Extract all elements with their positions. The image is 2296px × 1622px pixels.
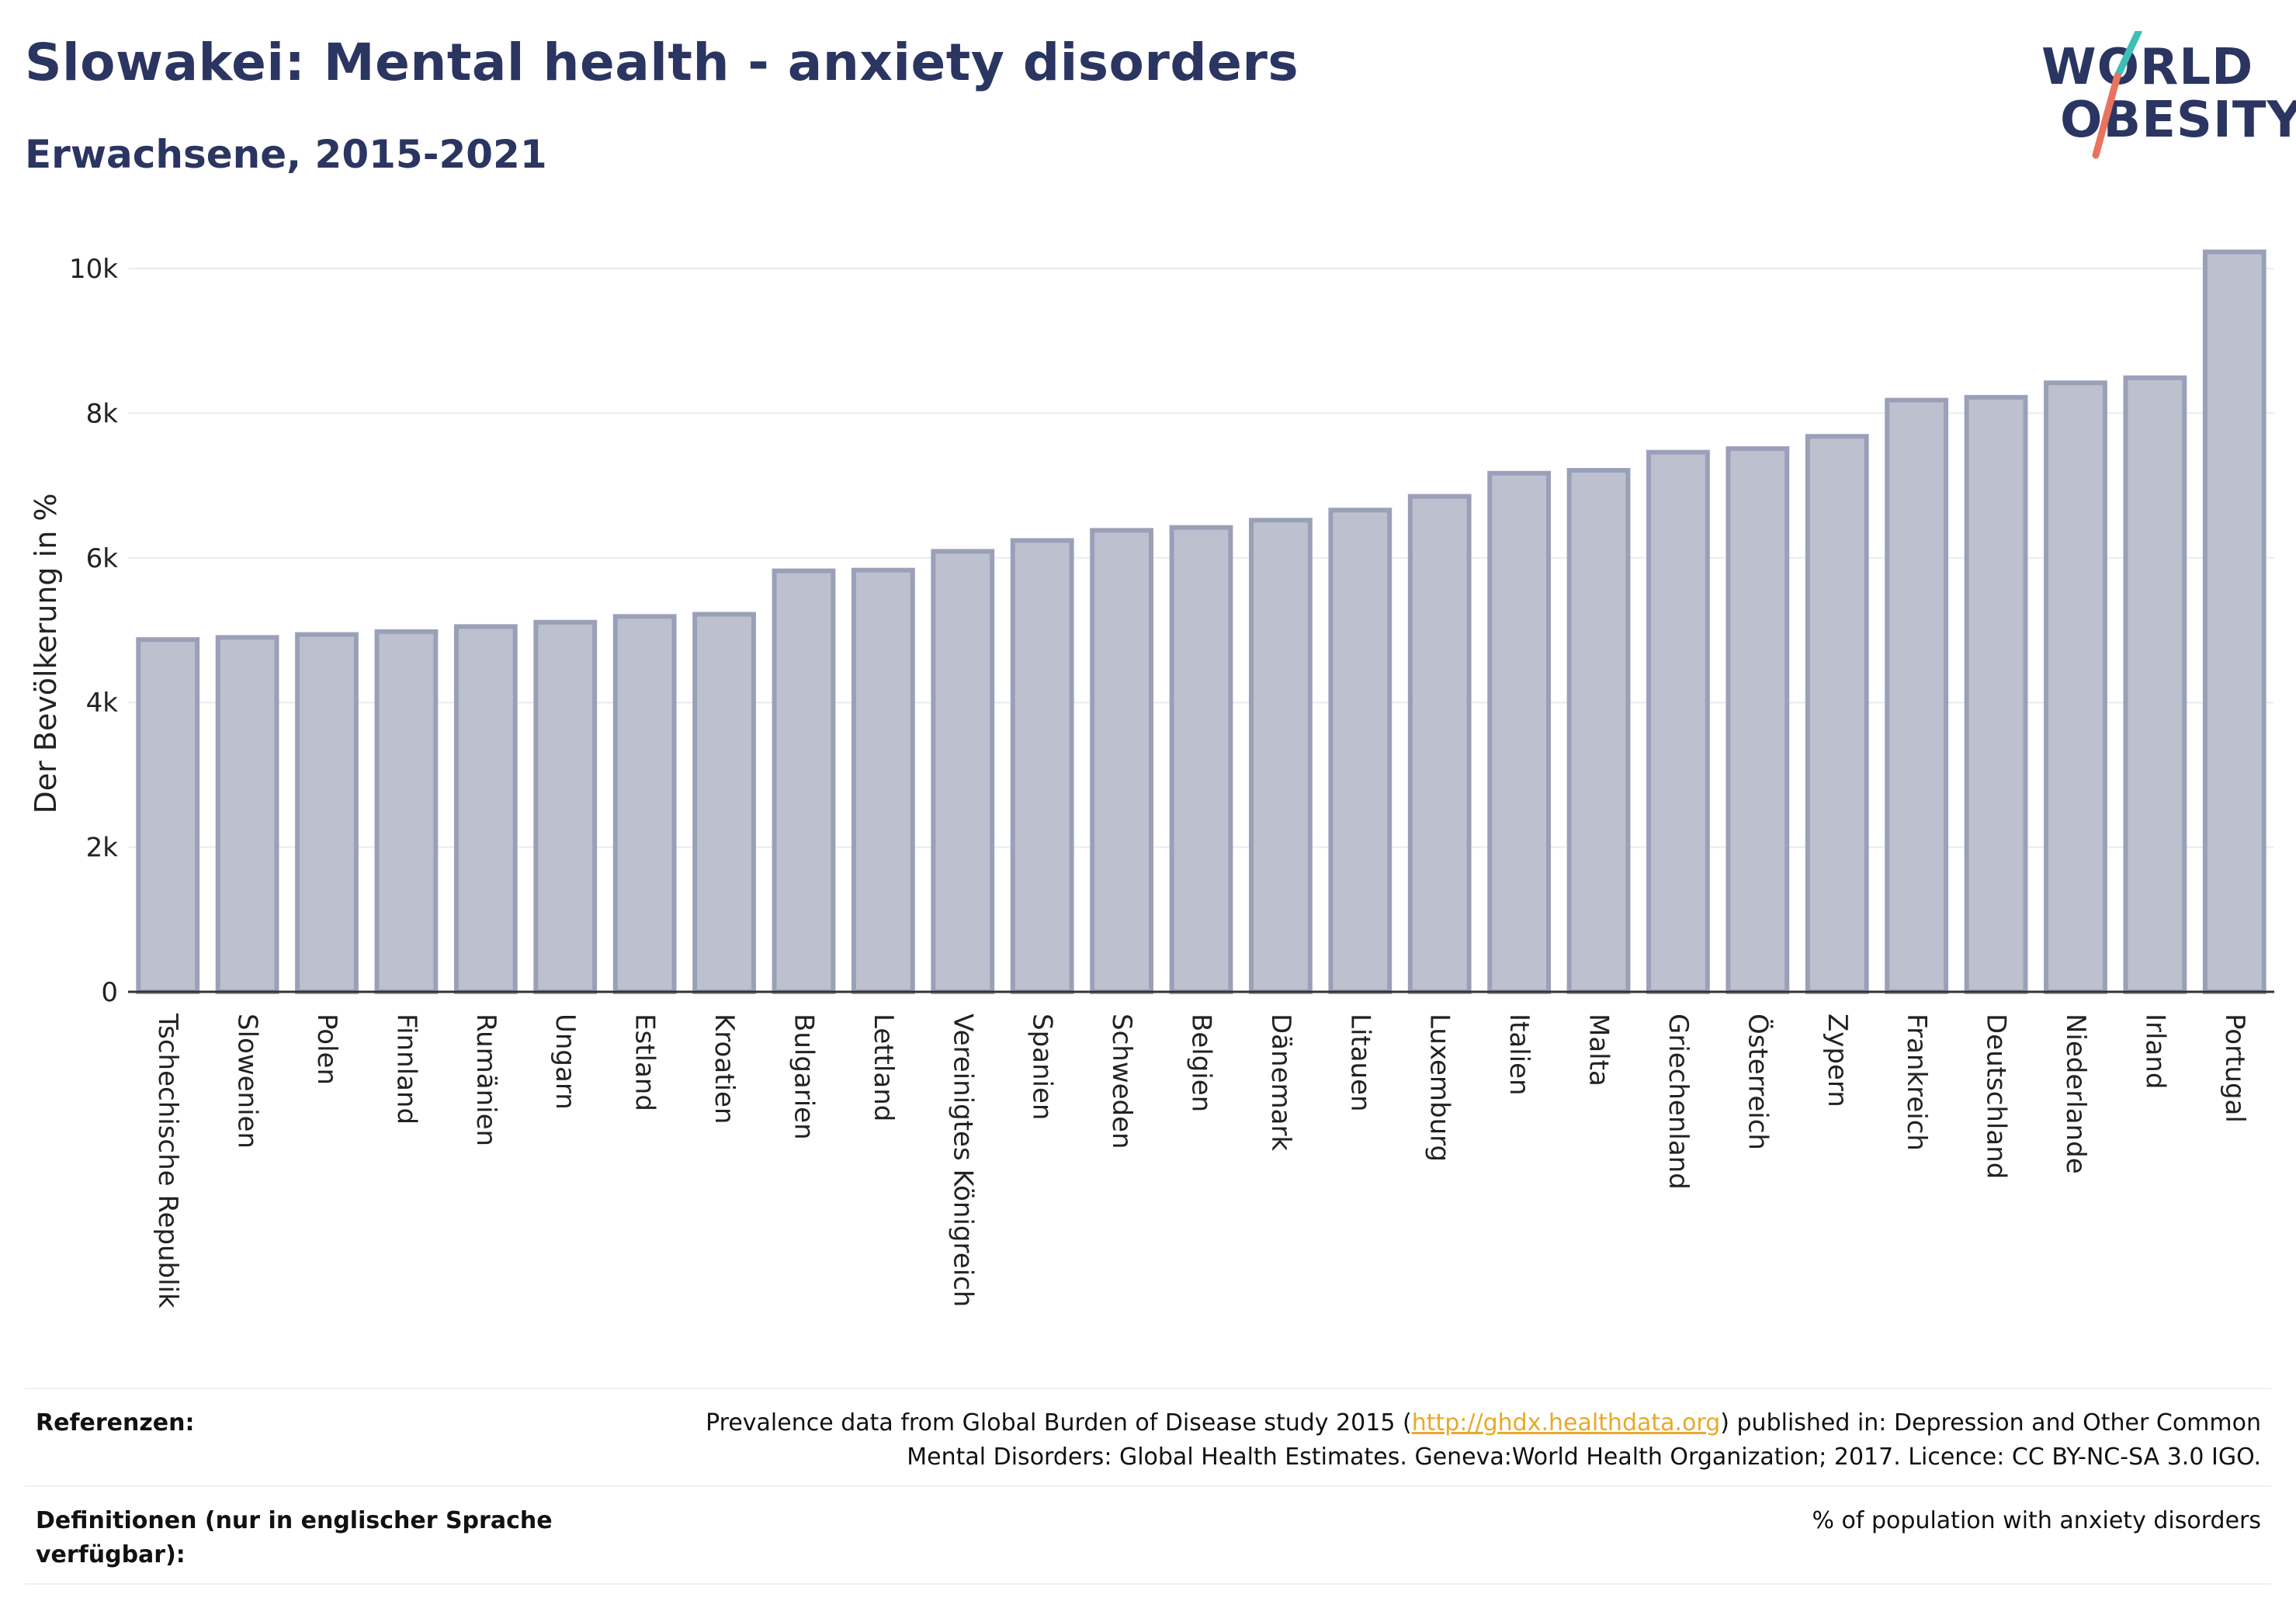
bar xyxy=(1407,494,1472,994)
bar xyxy=(1964,394,2028,994)
x-tick-label: Italien xyxy=(1503,1014,1535,1096)
references-text: Prevalence data from Global Burden of Di… xyxy=(706,1406,2261,1475)
x-tick-label: Zypern xyxy=(1822,1014,1853,1107)
x-tick-label: Belgien xyxy=(1186,1014,1217,1112)
footer-divider-bottom xyxy=(25,1583,2271,1585)
y-tick-label: 2k xyxy=(86,833,119,864)
x-tick-label: Schweden xyxy=(1106,1014,1137,1149)
y-axis-label: Der Bevölkerung in % xyxy=(29,494,63,814)
definitions-text: % of population with anxiety disorders xyxy=(1812,1507,2261,1534)
references-label: Referenzen: xyxy=(36,1409,195,1437)
y-tick-label: 8k xyxy=(86,398,119,429)
bar xyxy=(295,632,359,994)
bar xyxy=(1090,528,1153,995)
x-tick-label: Portugal xyxy=(2219,1014,2250,1123)
bar xyxy=(374,629,439,994)
bar xyxy=(1805,434,1869,994)
x-tick-label: Kroatien xyxy=(709,1014,740,1124)
x-tick-label: Polen xyxy=(311,1014,342,1085)
x-tick-label: Litauen xyxy=(1344,1014,1375,1112)
definitions-label: Definitionen (nur in englischer Sprache … xyxy=(36,1504,553,1572)
bar xyxy=(1885,397,1949,994)
x-tick-label: Frankreich xyxy=(1901,1014,1932,1151)
y-tick-label: 0 xyxy=(101,977,118,1008)
bar xyxy=(692,612,756,994)
bar xyxy=(453,624,518,995)
footer-divider-middle xyxy=(25,1485,2271,1487)
x-tick-label: Irland xyxy=(2139,1014,2170,1089)
x-tick-label: Rumänien xyxy=(470,1014,501,1146)
chart-subtitle: Erwachsene, 2015-2021 xyxy=(25,132,547,177)
bar xyxy=(851,567,915,995)
chart-title: Slowakei: Mental health - anxiety disord… xyxy=(25,33,1299,92)
x-tick-label: Malta xyxy=(1583,1014,1614,1087)
x-tick-label: Bulgarien xyxy=(788,1014,819,1140)
x-tick-label: Deutschland xyxy=(1981,1014,2012,1179)
x-tick-label: Vereinigtes Königreich xyxy=(947,1014,978,1307)
y-tick-label: 4k xyxy=(86,688,119,719)
bar xyxy=(931,549,995,994)
bar xyxy=(2044,380,2107,995)
x-tick-label: Luxemburg xyxy=(1424,1014,1455,1162)
bar xyxy=(1169,525,1233,994)
y-tick-label: 10k xyxy=(69,254,118,285)
x-tick-label: Spanien xyxy=(1027,1014,1058,1120)
x-tick-label: Ungarn xyxy=(550,1014,581,1110)
bar xyxy=(772,568,836,994)
x-tick-label: Österreich xyxy=(1742,1014,1774,1150)
logo-slash-icon xyxy=(2092,31,2142,159)
definitions-label-line1: Definitionen (nur in englischer Sprache xyxy=(36,1507,553,1534)
x-tick-label: Estland xyxy=(629,1014,661,1111)
x-tick-label: Niederlande xyxy=(2060,1014,2091,1174)
references-text-pre: Prevalence data from Global Burden of Di… xyxy=(706,1409,1412,1437)
x-tick-label: Slowenien xyxy=(232,1014,263,1149)
bar xyxy=(1725,446,1790,994)
bar xyxy=(612,614,677,994)
bar xyxy=(1010,538,1074,994)
bar xyxy=(1487,470,1552,995)
bar xyxy=(215,635,279,994)
logo-line-1: WORLD xyxy=(2041,39,2254,96)
x-tick-label: Tschechische Republik xyxy=(152,1013,183,1308)
bar xyxy=(533,619,598,994)
references-text-post: ) published in: Depression and Other Com… xyxy=(1720,1409,2261,1437)
bar xyxy=(136,637,200,995)
x-tick-label: Dänemark xyxy=(1265,1014,1296,1151)
definitions-label-line2: verfügbar): xyxy=(36,1541,186,1568)
x-tick-label: Lettland xyxy=(868,1014,899,1121)
references-link[interactable]: http://ghdx.healthdata.org xyxy=(1411,1409,1721,1437)
x-tick-label: Griechenland xyxy=(1663,1014,1694,1190)
footer-divider-top xyxy=(25,1388,2271,1389)
bar xyxy=(2202,249,2267,994)
x-tick-label: Finnland xyxy=(390,1014,421,1125)
bar xyxy=(2123,375,2187,994)
bar-chart: 0 2k 4k 6k 8k 10k Der Bevölkerung in % Tschechi… xyxy=(29,249,2274,1308)
bar xyxy=(1566,468,1631,994)
world-obesity-logo: WORLD OBESITY xyxy=(2018,31,2296,171)
bar xyxy=(1328,508,1393,994)
references-text-line2: Mental Disorders: Global Health Estimate… xyxy=(907,1444,2261,1471)
bar xyxy=(1646,449,1710,994)
bar xyxy=(1249,518,1313,994)
y-tick-label: 6k xyxy=(86,543,119,574)
